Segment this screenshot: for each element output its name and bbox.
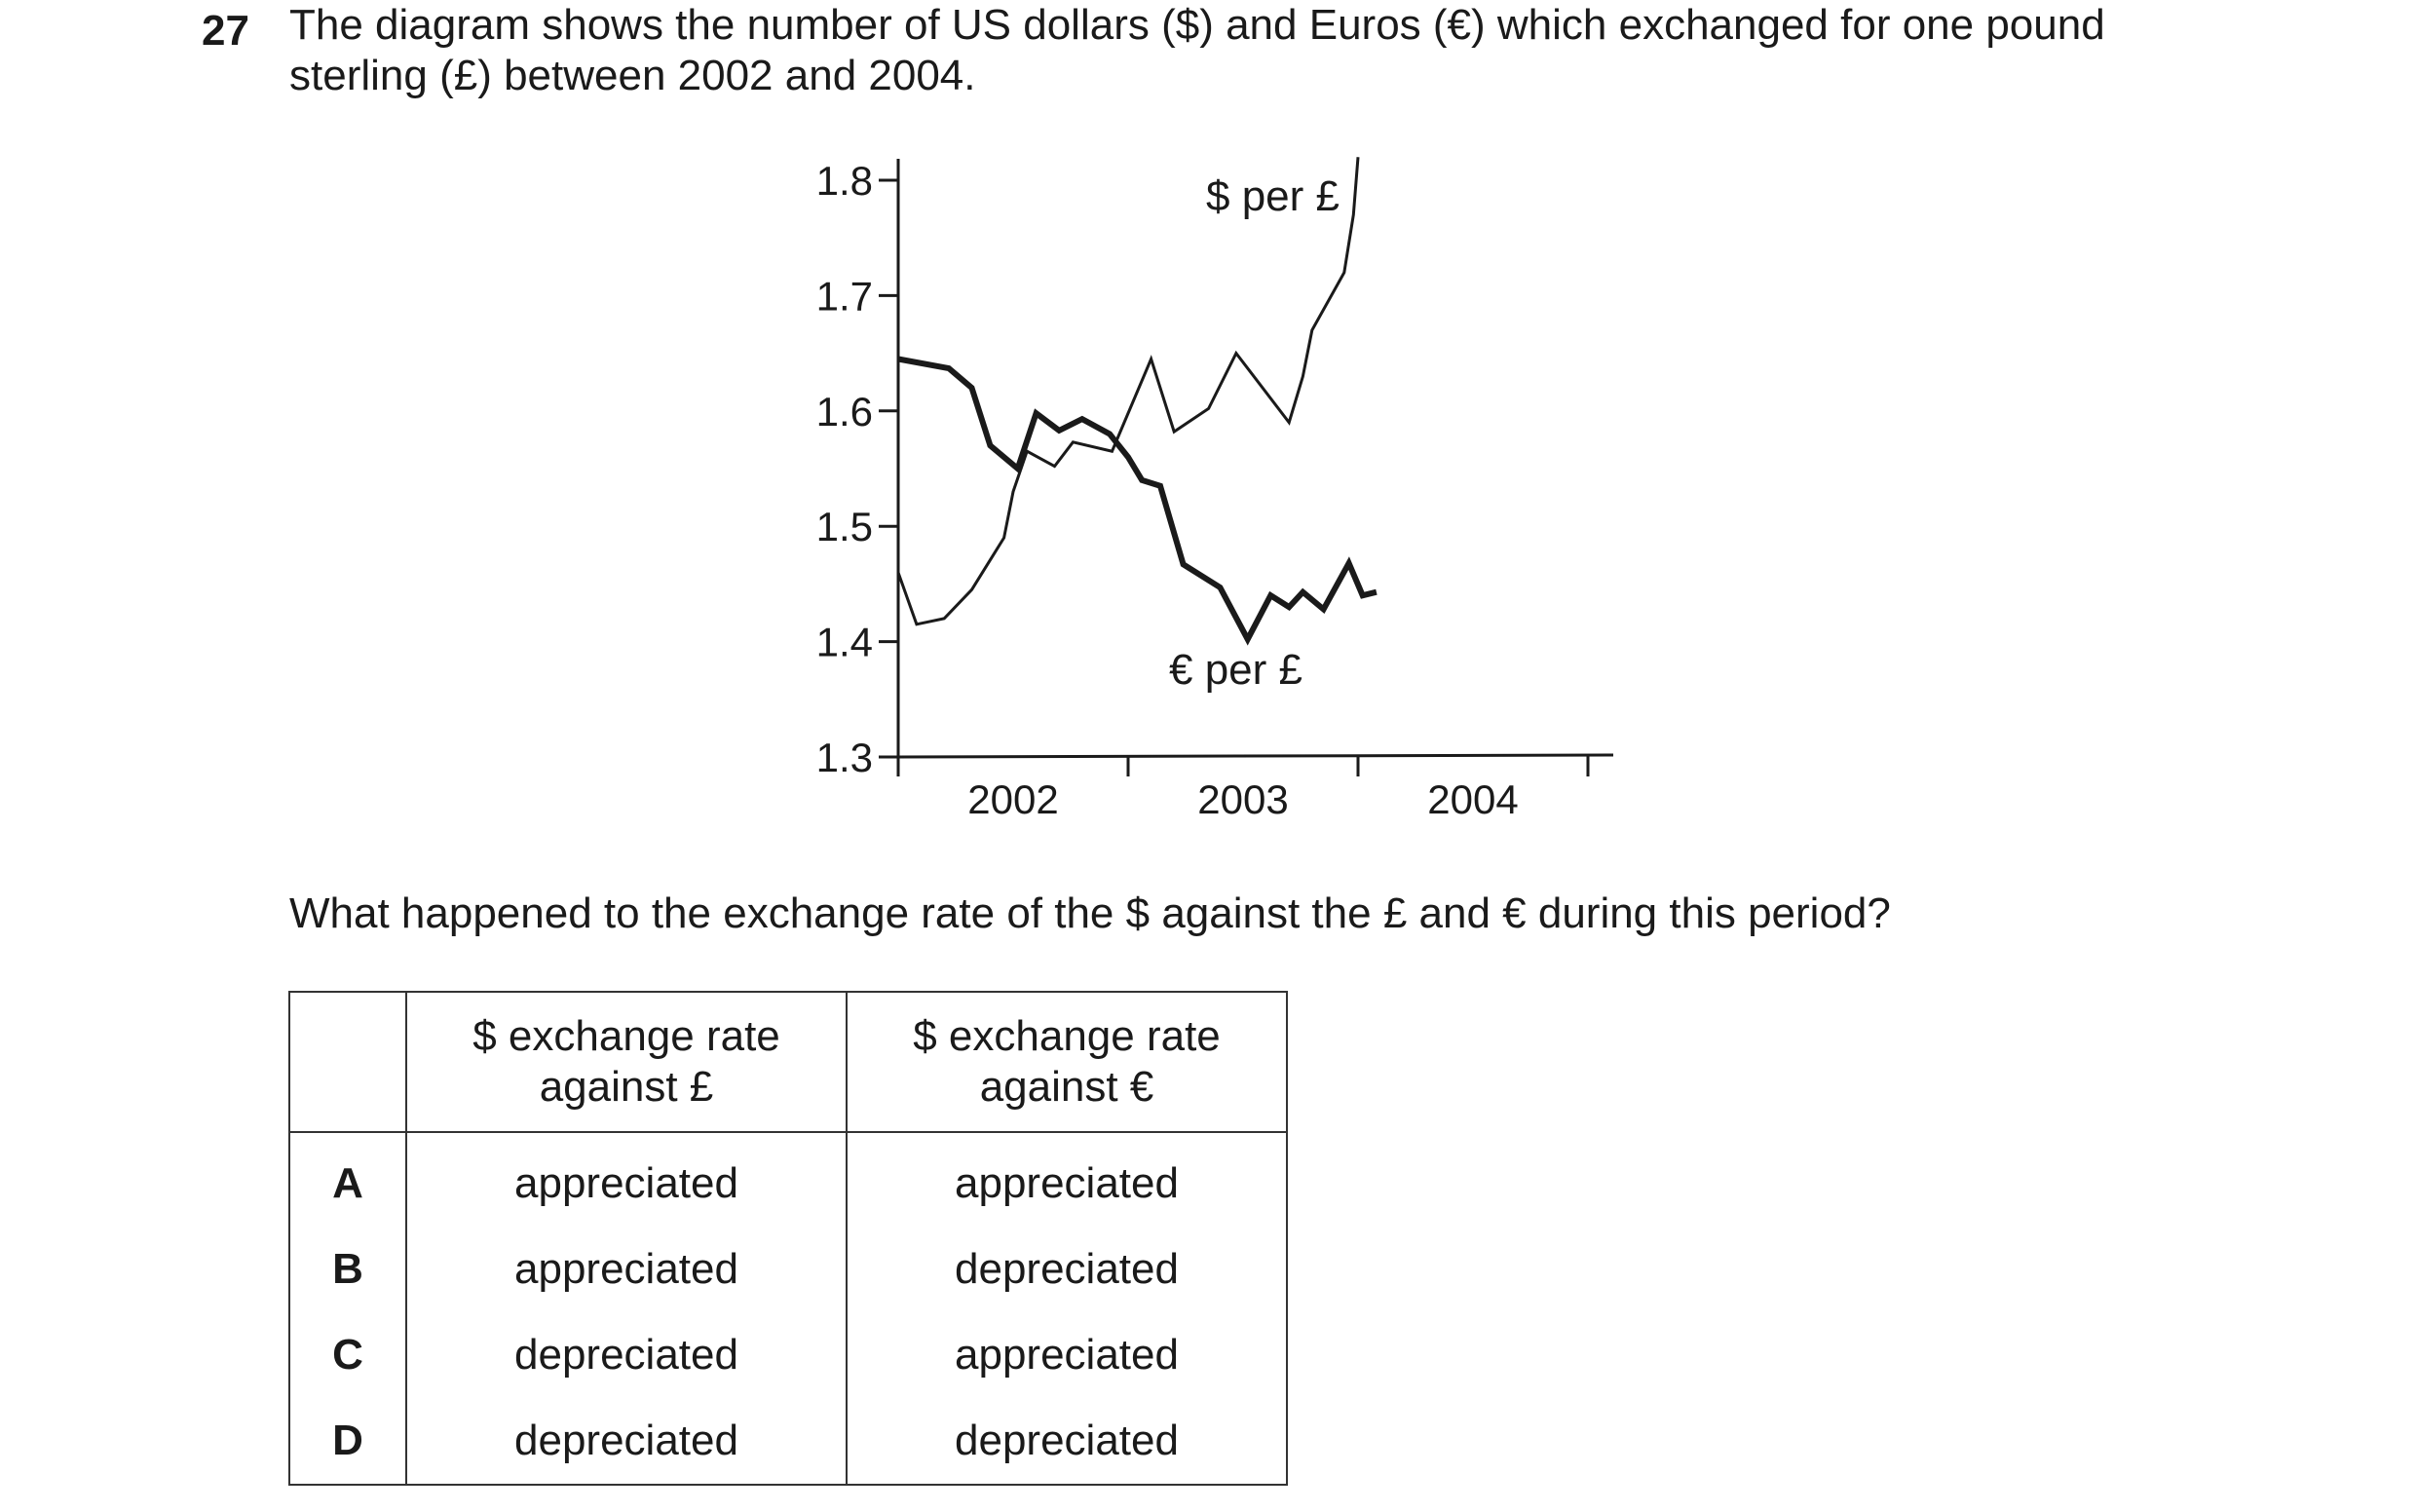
series-line-euro-per-pound bbox=[897, 356, 1378, 646]
series-label-dollar-per-pound: $ per £ bbox=[1206, 172, 1340, 220]
stem-line-2: sterling (£) between 2002 and 2004. bbox=[289, 52, 976, 99]
y-tick-label: 1.5 bbox=[816, 504, 873, 549]
question-stem: The diagram shows the number of US dolla… bbox=[289, 0, 2257, 101]
option-letter: A bbox=[288, 1132, 407, 1227]
option-letter: D bbox=[288, 1398, 407, 1486]
series-label-euro-per-pound: € per £ bbox=[1169, 646, 1302, 694]
option-dollar-vs-pound: appreciated bbox=[405, 1132, 848, 1227]
header-dollar-vs-euro-line-2: against € bbox=[979, 1063, 1154, 1111]
question-number: 27 bbox=[202, 7, 249, 55]
table-row[interactable]: B appreciated depreciated bbox=[288, 1227, 1288, 1312]
option-dollar-vs-euro: depreciated bbox=[846, 1227, 1288, 1312]
header-empty-cell bbox=[288, 991, 407, 1133]
option-dollar-vs-euro: depreciated bbox=[846, 1398, 1288, 1486]
header-dollar-vs-pound: $ exchange rate against £ bbox=[405, 991, 848, 1133]
x-tick-label: 2002 bbox=[967, 776, 1058, 822]
table-row[interactable]: A appreciated appreciated bbox=[288, 1132, 1288, 1227]
exchange-rate-chart: 1.8 1.7 1.6 1.5 1.4 1.3 2002 2003 2004 $ per £ € p… bbox=[816, 157, 1614, 822]
option-dollar-vs-pound: depreciated bbox=[405, 1398, 848, 1486]
stem-line-1: The diagram shows the number of US dolla… bbox=[289, 1, 2105, 49]
y-tick-label: 1.7 bbox=[816, 273, 873, 319]
table-header-row: $ exchange rate against £ $ exchange rat… bbox=[288, 991, 1288, 1133]
option-dollar-vs-pound: depreciated bbox=[405, 1312, 848, 1398]
option-dollar-vs-pound: appreciated bbox=[405, 1227, 848, 1312]
x-axis-line bbox=[896, 753, 1614, 759]
answer-options-table: $ exchange rate against £ $ exchange rat… bbox=[288, 991, 1288, 1486]
option-dollar-vs-euro: appreciated bbox=[846, 1132, 1288, 1227]
option-dollar-vs-euro: appreciated bbox=[846, 1312, 1288, 1398]
question-prompt: What happened to the exchange rate of th… bbox=[289, 889, 1891, 937]
y-tick-label: 1.6 bbox=[816, 389, 873, 435]
y-tick-label: 1.3 bbox=[816, 735, 873, 780]
header-dollar-vs-pound-line-2: against £ bbox=[539, 1063, 714, 1111]
header-dollar-vs-euro: $ exchange rate against € bbox=[846, 991, 1288, 1133]
series-line-dollar-per-pound bbox=[896, 157, 1360, 626]
y-tick-label: 1.4 bbox=[816, 620, 873, 665]
option-letter: B bbox=[288, 1227, 407, 1312]
header-dollar-vs-pound-line-1: $ exchange rate bbox=[472, 1012, 780, 1060]
table-row[interactable]: D depreciated depreciated bbox=[288, 1398, 1288, 1486]
option-letter: C bbox=[288, 1312, 407, 1398]
y-tick-label: 1.8 bbox=[816, 158, 873, 204]
x-tick-label: 2003 bbox=[1197, 776, 1288, 822]
header-dollar-vs-euro-line-1: $ exchange rate bbox=[913, 1012, 1221, 1060]
x-tick-label: 2004 bbox=[1427, 776, 1518, 822]
table-row[interactable]: C depreciated appreciated bbox=[288, 1312, 1288, 1398]
